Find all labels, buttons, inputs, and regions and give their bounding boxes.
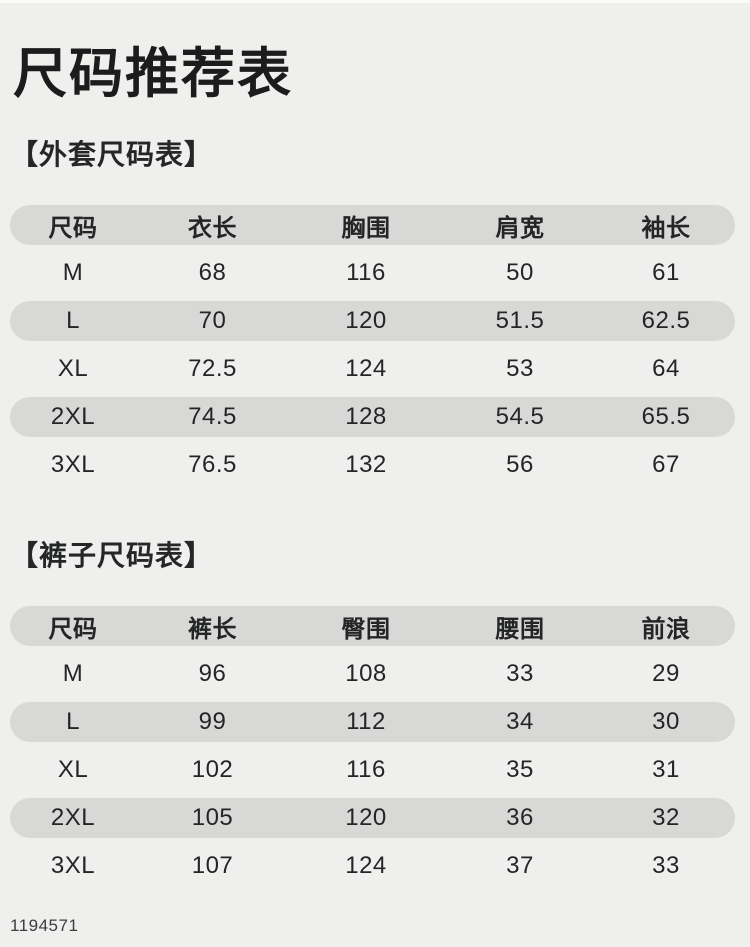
cell-value: 70 — [198, 307, 227, 334]
watermark-id: 1194571 — [10, 916, 79, 935]
jacket-size-table: 尺码 衣长 胸围 肩宽 袖长 M 68 116 50 61 L 70 120 5… — [10, 205, 735, 493]
cell-size: 2XL — [50, 403, 96, 430]
column-header-shoulder: 肩宽 — [495, 214, 545, 242]
column-header-sleeve: 袖长 — [641, 214, 691, 242]
column-header-waist: 腰围 — [495, 615, 545, 643]
cell-value: 33 — [652, 852, 680, 879]
cell-value: 62.5 — [641, 307, 691, 334]
cell-value: 37 — [506, 852, 534, 879]
table-row-m: M 68 116 50 61 — [10, 253, 735, 293]
cell-value: 53 — [506, 355, 534, 382]
column-header-size: 尺码 — [48, 214, 98, 242]
table-row-l: L 99 112 34 30 — [10, 702, 735, 742]
cell-value: 120 — [345, 804, 387, 831]
column-header-chest: 胸围 — [341, 214, 391, 242]
cell-value: 50 — [506, 259, 534, 286]
cell-value: 67 — [652, 451, 680, 478]
page-title: 尺码推荐表 — [13, 44, 293, 104]
table-row-3xl: 3XL 107 124 37 33 — [10, 846, 735, 886]
cell-value: 32 — [652, 804, 680, 831]
table-row-2xl: 2XL 105 120 36 32 — [10, 798, 735, 838]
cell-value: 54.5 — [495, 403, 545, 430]
cell-value: 72.5 — [188, 355, 237, 382]
cell-value: 116 — [346, 756, 386, 783]
cell-value: 124 — [345, 852, 387, 879]
top-strip — [0, 0, 750, 3]
cell-value: 120 — [345, 307, 387, 334]
cell-value: 56 — [506, 451, 534, 478]
jacket-section-title: 【外套尺码表】 — [10, 139, 214, 170]
cell-value: 31 — [652, 756, 680, 783]
cell-value: 35 — [506, 756, 534, 783]
cell-value: 96 — [198, 660, 227, 687]
cell-size: L — [66, 708, 80, 735]
cell-value: 34 — [506, 708, 534, 735]
cell-value: 99 — [198, 708, 227, 735]
cell-size: 3XL — [50, 451, 96, 478]
cell-size: L — [66, 307, 80, 334]
table-row-l: L 70 120 51.5 62.5 — [10, 301, 735, 341]
cell-value: 51.5 — [495, 307, 545, 334]
column-header-size: 尺码 — [48, 615, 98, 643]
cell-size: M — [62, 259, 84, 286]
column-header-front-rise: 前浪 — [641, 615, 691, 643]
cell-value: 108 — [345, 660, 387, 687]
cell-value: 61 — [652, 259, 680, 286]
table-row-xl: XL 72.5 124 53 64 — [10, 349, 735, 389]
cell-value: 76.5 — [188, 451, 237, 478]
cell-value: 65.5 — [641, 403, 691, 430]
cell-size: XL — [57, 756, 89, 783]
cell-value: 132 — [345, 451, 387, 478]
cell-value: 68 — [198, 259, 227, 286]
pants-table-header-row: 尺码 裤长 臀围 腰围 前浪 — [10, 606, 735, 646]
cell-value: 74.5 — [188, 403, 237, 430]
cell-size: M — [62, 660, 84, 687]
cell-size: XL — [57, 355, 89, 382]
column-header-hip: 臀围 — [341, 615, 391, 643]
table-row-2xl: 2XL 74.5 128 54.5 65.5 — [10, 397, 735, 437]
cell-value: 29 — [652, 660, 680, 687]
cell-size: 2XL — [50, 804, 96, 831]
table-row-m: M 96 108 33 29 — [10, 654, 735, 694]
column-header-length: 衣长 — [188, 214, 237, 242]
cell-value: 128 — [345, 403, 387, 430]
pants-section-title: 【裤子尺码表】 — [10, 540, 214, 571]
cell-value: 112 — [346, 708, 386, 735]
cell-value: 102 — [191, 756, 234, 783]
cell-value: 33 — [506, 660, 534, 687]
table-row-xl: XL 102 116 35 31 — [10, 750, 735, 790]
cell-value: 107 — [191, 852, 234, 879]
table-row-3xl: 3XL 76.5 132 56 67 — [10, 445, 735, 485]
jacket-table-header-row: 尺码 衣长 胸围 肩宽 袖长 — [10, 205, 735, 245]
cell-size: 3XL — [50, 852, 96, 879]
cell-value: 105 — [191, 804, 234, 831]
pants-size-table: 尺码 裤长 臀围 腰围 前浪 M 96 108 33 29 L 99 112 3… — [10, 606, 735, 894]
cell-value: 30 — [652, 708, 680, 735]
column-header-pant-length: 裤长 — [188, 615, 237, 643]
cell-value: 124 — [345, 355, 387, 382]
cell-value: 64 — [652, 355, 680, 382]
cell-value: 116 — [346, 259, 386, 286]
cell-value: 36 — [506, 804, 534, 831]
